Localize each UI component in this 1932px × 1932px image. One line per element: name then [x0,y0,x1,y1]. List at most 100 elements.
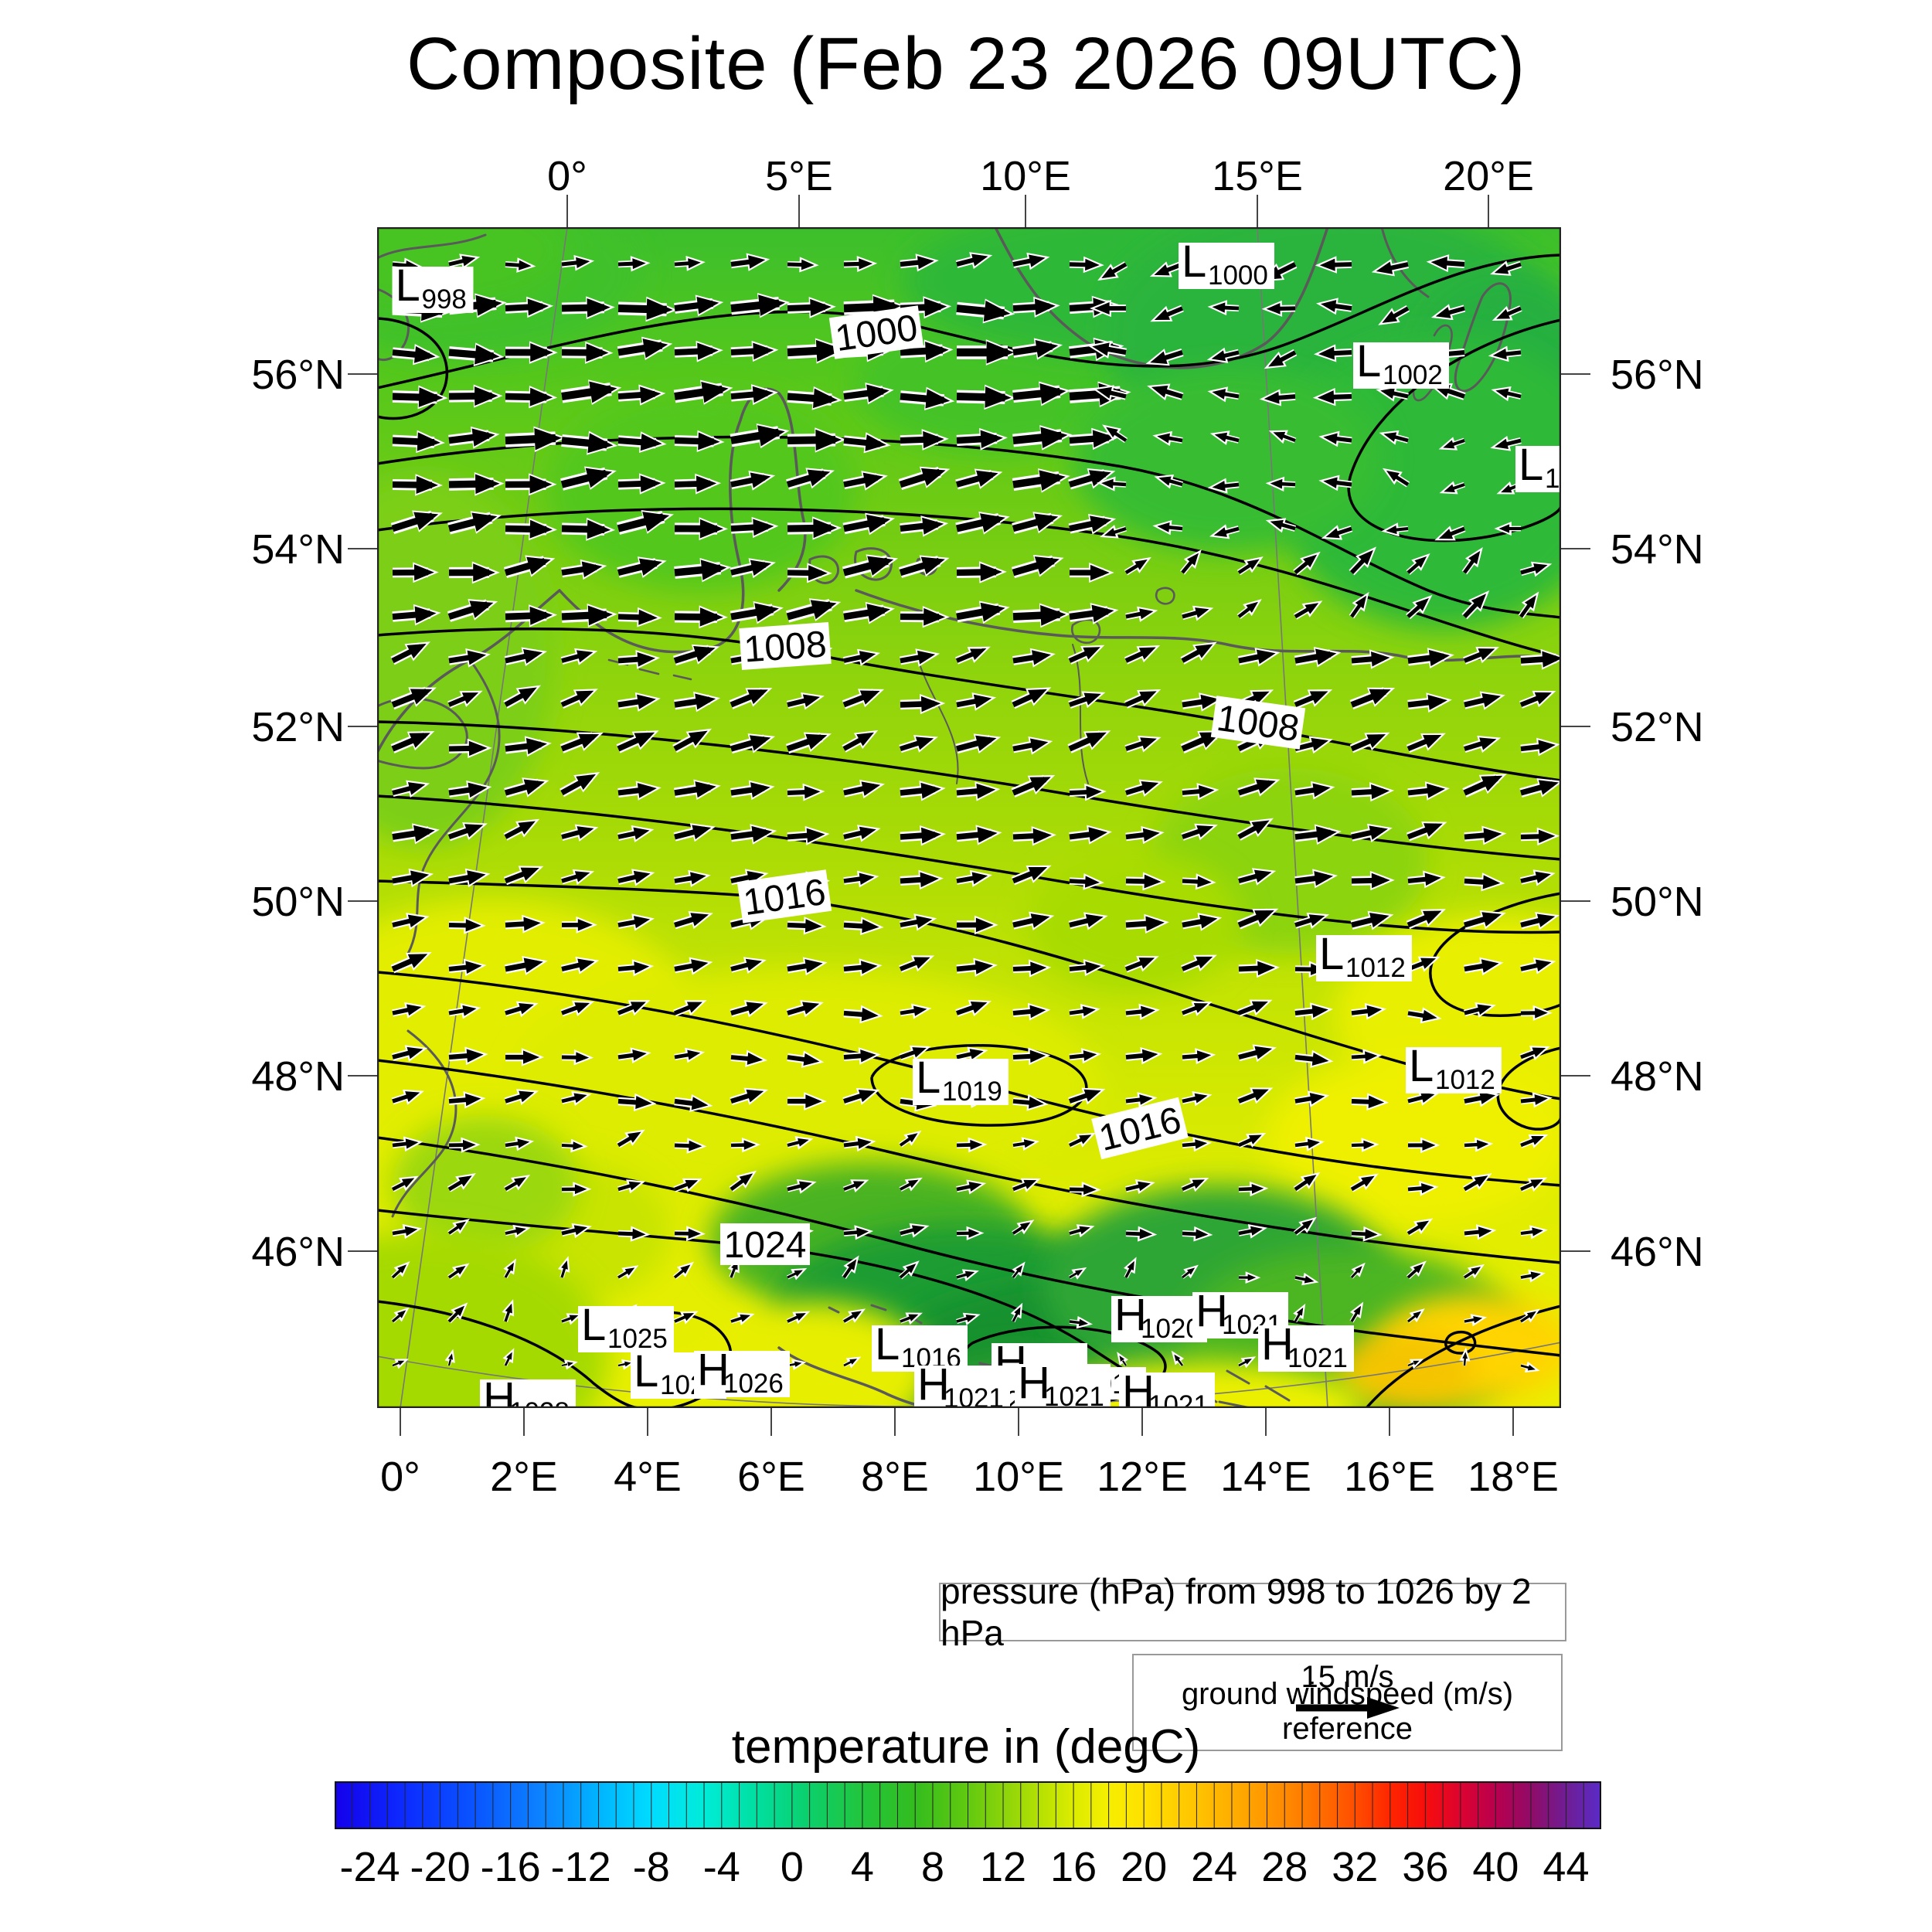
wind-arrow-icon [1321,525,1353,540]
wind-arrow-icon [1294,1136,1325,1151]
wind-arrow-icon [1519,1134,1549,1148]
wind-arrow-icon [561,254,595,271]
wind-arrow-icon [1406,553,1430,575]
wind-arrow-icon [1182,1226,1213,1242]
wind-arrow-icon [1069,1182,1101,1198]
wind-arrow-icon [955,252,993,270]
right-axis-label: 46°N [1611,1229,1704,1275]
isobar-contour [377,794,1561,934]
wind-arrow-icon [842,601,895,624]
wind-arrow-icon [1294,912,1330,929]
colorbar-tick-label: -8 [632,1844,670,1890]
wind-arrow-icon [787,957,828,976]
wind-arrow-icon [842,730,879,753]
wind-arrow-icon [674,1226,706,1242]
low-pressure-center-label: L 1012 [1406,1041,1502,1095]
wind-arrow-icon [900,648,940,667]
svg-text:1024: 1024 [724,1225,807,1266]
wind-arrow-icon [391,1175,419,1192]
wind-arrow-icon [674,957,713,975]
wind-arrow-icon [1349,1301,1364,1323]
wind-arrow-icon [1090,299,1127,318]
wind-arrow-icon [1294,1049,1334,1068]
wind-arrow-icon [1463,1264,1485,1280]
wind-arrow-icon [617,1179,646,1194]
wind-arrow-icon [1463,647,1499,665]
wind-arrow-icon [842,825,881,842]
wind-arrow-icon [561,430,618,455]
wind-arrow-icon [1012,1137,1040,1151]
wind-arrow-icon [1125,1226,1158,1242]
left-axis-label: 48°N [251,1053,345,1100]
wind-arrow-icon [1097,476,1127,492]
low-pressure-center-label: L 1019 [913,1053,1009,1107]
wind-arrow-icon [842,779,885,799]
wind-arrow-icon [1379,430,1410,445]
wind-arrow-icon [1124,956,1159,973]
wind-arrow-icon [674,869,711,887]
wind-arrow-icon [1207,386,1240,403]
wind-arrow-icon [444,1349,455,1366]
wind-arrow-icon [1237,1132,1267,1148]
wind-arrow-icon [843,870,879,888]
wind-arrow-icon [786,692,825,710]
wind-arrow-icon [1438,437,1466,451]
wind-arrow-icon [1124,645,1161,665]
wind-arrow-icon [617,1000,651,1017]
wind-arrow-icon [1012,826,1056,846]
wind-arrow-icon [1294,647,1342,668]
top-axis-label: 10°E [980,153,1071,199]
wind-arrow-icon [1349,1173,1379,1192]
svg-text:1021: 1021 [1148,1390,1209,1408]
wind-arrow-icon [730,1138,761,1153]
wind-arrow-icon [1154,474,1184,489]
wind-arrow-icon [505,426,566,452]
wind-arrow-icon [730,1000,768,1018]
colorbar-tick-label: 20 [1121,1844,1168,1890]
wind-arrow-icon [617,556,667,578]
wind-arrow-icon [1012,648,1056,668]
wind-arrow-icon [1519,690,1556,709]
wind-arrow-icon [1068,912,1108,930]
wind-arrow-icon [1490,260,1522,276]
wind-arrow-icon [502,1348,515,1367]
wind-arrow-icon [1181,1264,1199,1279]
colorbar-tick-label: 32 [1332,1844,1379,1890]
wind-arrow-icon [898,466,951,491]
wind-arrow-icon [1464,957,1504,976]
wind-arrow-icon [955,646,991,665]
wind-arrow-icon [899,1177,923,1192]
svg-text:1019: 1019 [942,1077,1002,1107]
wind-arrow-icon [560,379,622,405]
wind-arrow-icon [842,689,885,709]
bottom-axis-label: 12°E [1097,1454,1188,1500]
low-pressure-center-label: L 998 [392,260,474,315]
wind-arrow-icon [1181,605,1214,621]
wind-arrow-icon [390,510,443,535]
wind-arrow-icon [955,600,1010,624]
wind-arrow-icon [1236,818,1274,841]
wind-arrow-icon [899,735,938,753]
wind-arrow-icon [617,1265,639,1280]
wind-arrow-icon [1349,687,1396,710]
wind-arrow-icon [1180,641,1217,665]
svg-text:L: L [1409,1041,1434,1091]
low-pressure-center-label: L 1025 [578,1300,674,1354]
wind-arrow-icon [787,563,832,583]
wind-arrow-icon [617,607,662,628]
wind-arrow-icon [1406,733,1446,753]
wind-arrow-icon [448,1091,486,1109]
wind-arrow-icon [899,1045,931,1061]
temperature-patch [1073,366,1382,552]
wind-arrow-icon [900,606,950,628]
wind-arrow-icon [787,1136,814,1150]
wind-arrow-icon [1463,1002,1496,1018]
wind-arrow-icon [956,781,1001,801]
wind-arrow-icon [1293,600,1323,620]
isobar-contour [1496,1046,1561,1131]
isobar-contour [377,1059,1561,1264]
wind-arrow-icon [674,605,728,629]
map-canvas[interactable]: 100010081008101610161024-1017-1020L998L1… [377,227,1561,1408]
svg-text:L: L [1519,440,1543,490]
wind-arrow-icon [617,1226,651,1242]
